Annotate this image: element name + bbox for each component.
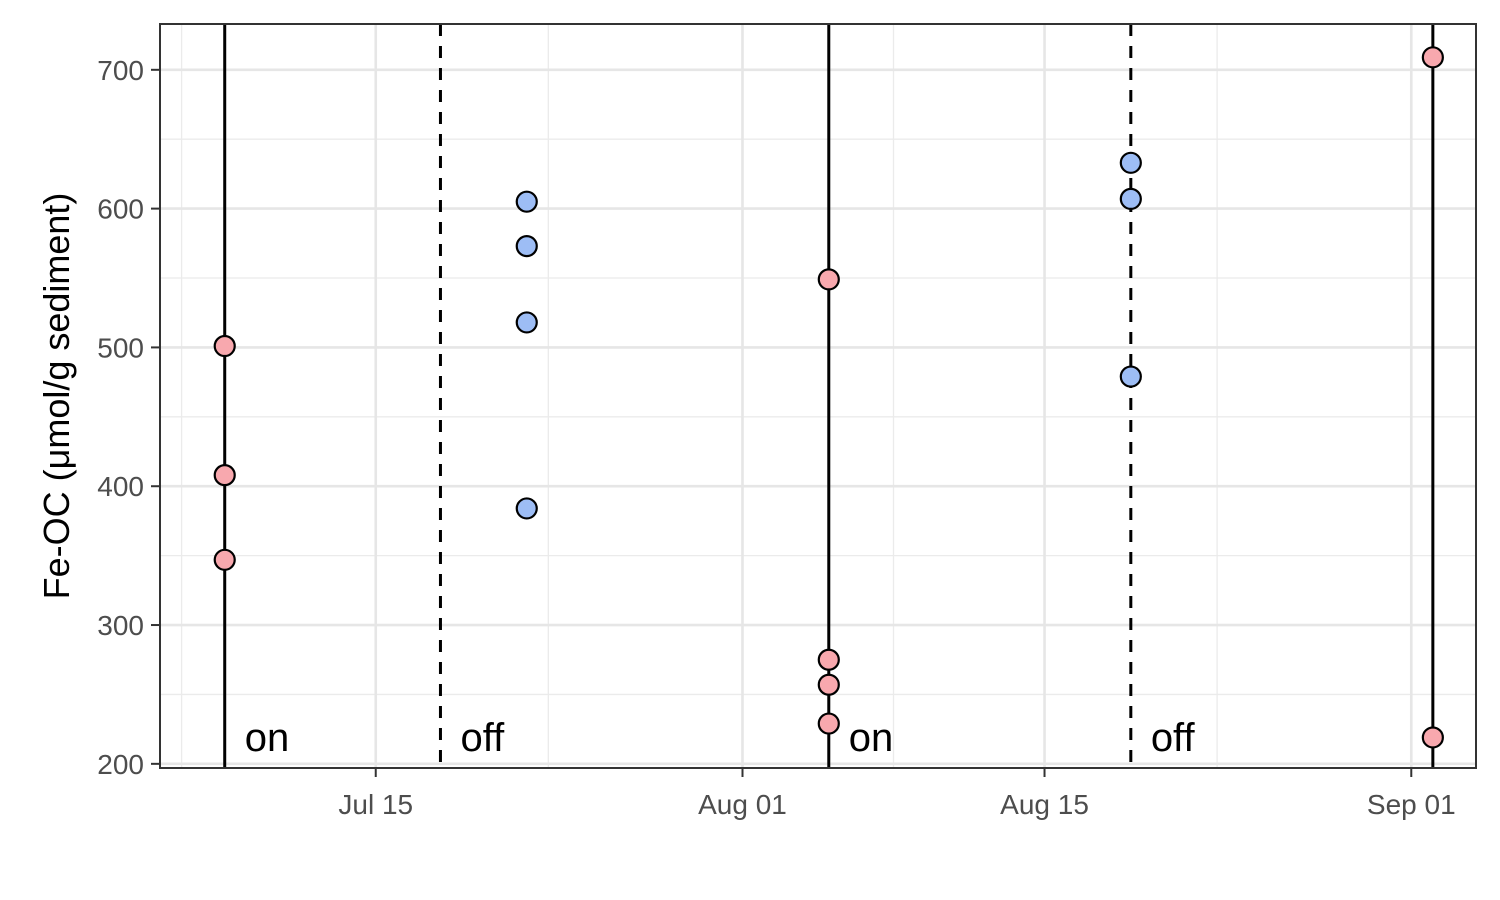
- plot-panel: [160, 24, 1476, 768]
- data-point: [213, 334, 236, 358]
- event-label-off: off: [1151, 716, 1196, 760]
- y-tick-label: 600: [97, 194, 144, 225]
- data-point: [1421, 726, 1444, 749]
- data-point: [1119, 365, 1142, 388]
- event-annotations: on off on off: [245, 716, 1196, 760]
- event-label-on: on: [849, 716, 894, 760]
- y-tick-label: 400: [97, 471, 144, 502]
- event-label-off: off: [460, 716, 505, 760]
- plot-panel-border: [159, 23, 1477, 769]
- event-label-on: on: [245, 716, 290, 760]
- data-point: [1119, 151, 1142, 174]
- y-tick-label: 200: [97, 749, 144, 780]
- y-axis-title: Fe-OC (μmol/g sediment): [36, 193, 77, 600]
- data-point: [1119, 187, 1142, 210]
- data-point: [817, 673, 840, 696]
- data-point: [817, 268, 840, 291]
- data-point: [213, 548, 236, 571]
- data-point: [515, 311, 538, 334]
- event-lines: [223, 24, 1435, 768]
- x-tick-label: Jul 15: [338, 789, 413, 820]
- data-point: [515, 497, 538, 520]
- data-point: [515, 190, 538, 213]
- data-point: [1421, 46, 1444, 69]
- x-tick-label: Aug 01: [698, 789, 787, 820]
- data-point: [817, 712, 840, 735]
- data-points: [213, 46, 1444, 749]
- y-tick-label: 500: [97, 332, 144, 363]
- data-point: [515, 234, 538, 258]
- data-point: [817, 648, 840, 671]
- x-tick-label: Sep 01: [1367, 789, 1456, 820]
- y-tick-label: 300: [97, 610, 144, 641]
- x-tick-label: Aug 15: [1000, 789, 1089, 820]
- grid: [160, 24, 1476, 768]
- y-tick-label: 700: [97, 55, 144, 86]
- axes: 200 300 400 500 600 700 Jul 15 Aug 01 Aug 15 Sep …: [97, 55, 1455, 820]
- data-point: [213, 464, 236, 487]
